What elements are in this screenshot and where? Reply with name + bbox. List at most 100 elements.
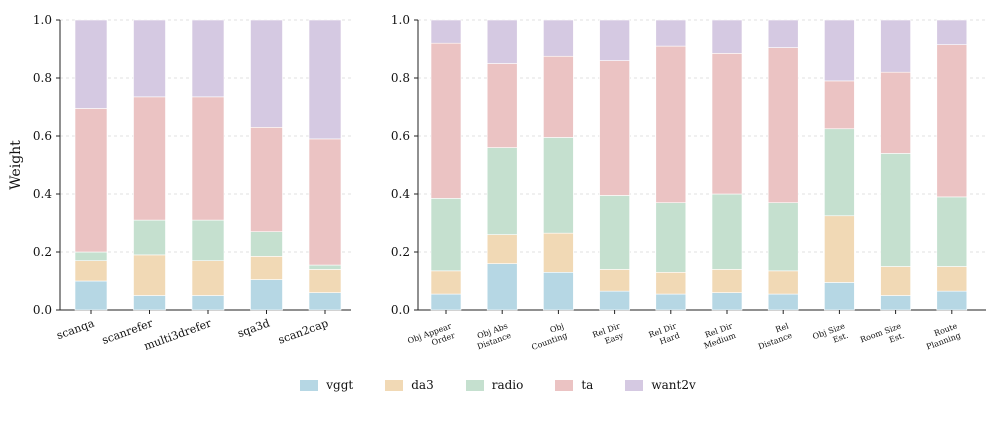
bar-segment-vggt: [486, 263, 518, 311]
legend-label-da3: da3: [411, 378, 434, 392]
bar-segment-da3: [308, 269, 342, 293]
bar-segment-radio: [936, 196, 968, 267]
bar-segment-da3: [250, 256, 283, 280]
bar-segment-vggt: [133, 295, 166, 311]
y-tick-label: 0.6: [391, 129, 410, 143]
bar-segment-da3: [936, 266, 968, 292]
x-tick-label-line: Rel: [774, 321, 790, 334]
x-tick-label: Obj SizeEst.: [811, 321, 849, 350]
x-tick-label: Rel DirEasy: [591, 321, 625, 349]
y-tick-label: 0.6: [33, 129, 52, 143]
bar-segment-radio: [880, 153, 911, 267]
x-tick-label: Room SizeEst.: [859, 321, 906, 354]
bar-segment-ta: [767, 47, 799, 203]
legend-swatch-da3: [385, 379, 404, 391]
y-tick-label: 0.0: [33, 303, 52, 317]
bar-segment-vggt: [250, 279, 283, 311]
bar-segment-da3: [133, 254, 166, 296]
legend-swatch-vggt: [300, 379, 319, 391]
bar-segment-ta: [74, 108, 108, 253]
bar-segment-ta: [824, 80, 855, 130]
legend-item-da3: da3: [385, 378, 434, 392]
bar-segment-radio: [133, 219, 166, 256]
x-tick-label: sqa3d: [236, 317, 272, 341]
bar-segment-want2v: [543, 19, 574, 57]
bar-segment-radio: [430, 198, 462, 272]
y-tick-label: 0.2: [391, 245, 410, 259]
y-tick-label: 0.8: [391, 71, 410, 85]
legend-label-vggt: vggt: [326, 378, 354, 392]
x-tick-label: scan2cap: [277, 317, 331, 347]
bar-segment-radio: [250, 231, 283, 257]
bar-segment-want2v: [133, 19, 166, 98]
bar-segment-ta: [486, 63, 518, 148]
bar-segment-da3: [486, 234, 518, 264]
x-tick-label: Rel DirHard: [647, 321, 681, 349]
bar-segment-radio: [486, 147, 518, 235]
bar-segment-want2v: [880, 19, 911, 73]
bar-segment-want2v: [430, 19, 462, 44]
bar-segment-want2v: [250, 19, 283, 128]
x-tick-label-line: Distance: [757, 331, 794, 352]
bar-segment-want2v: [655, 19, 687, 47]
bar-segment-radio: [599, 195, 630, 270]
x-tick-label-line: scanqa: [55, 316, 97, 342]
bar-segment-vggt: [191, 295, 225, 311]
x-tick-label-line: multi3drefer: [142, 316, 214, 353]
bar-segment-da3: [543, 232, 574, 273]
bar-segment-want2v: [711, 19, 743, 54]
bar-segment-ta: [308, 138, 342, 266]
bar-segment-ta: [599, 60, 630, 196]
bar-segment-want2v: [767, 19, 799, 48]
bar-segment-radio: [824, 128, 855, 217]
bar-segment-ta: [711, 53, 743, 195]
bar-segment-radio: [191, 219, 225, 262]
bar-segment-ta: [133, 96, 166, 221]
legend-item-vggt: vggt: [300, 378, 353, 392]
bar-segment-want2v: [824, 19, 855, 82]
bar-segment-vggt: [74, 280, 108, 311]
legend-label-radio: radio: [491, 378, 524, 392]
x-tick-label: RelDistance: [754, 321, 794, 351]
bar-segment-ta: [880, 71, 911, 154]
bar-segment-da3: [430, 270, 462, 295]
bar-segment-want2v: [74, 19, 108, 109]
bar-segment-ta: [543, 55, 574, 138]
bar-segment-ta: [430, 42, 462, 199]
bar-segment-da3: [880, 266, 911, 296]
x-tick-label: ObjCounting: [527, 321, 569, 352]
legend-swatch-ta: [555, 379, 574, 391]
legend-swatch-want2v: [625, 379, 644, 391]
bar-segment-vggt: [767, 293, 799, 311]
x-tick-label: scanqa: [55, 316, 97, 342]
bar-segment-vggt: [430, 293, 462, 311]
bar-segment-radio: [74, 251, 108, 261]
x-tick-label-line: scan2cap: [277, 317, 331, 347]
legend-item-ta: ta: [555, 378, 593, 392]
bar-segment-ta: [191, 96, 225, 221]
bar-segment-radio: [308, 264, 342, 270]
bar-segment-vggt: [936, 290, 968, 311]
y-tick-label: 0.8: [33, 71, 52, 85]
legend: vggt da3 radio ta want2v: [0, 378, 996, 392]
bar-segment-vggt: [308, 292, 342, 311]
bar-segment-da3: [711, 269, 743, 293]
legend-label-want2v: want2v: [651, 378, 696, 392]
y-tick-label: 0.4: [391, 187, 410, 201]
bar-segment-radio: [767, 202, 799, 272]
bar-segment-da3: [191, 260, 225, 296]
bar-segment-da3: [74, 260, 108, 282]
bar-segment-want2v: [191, 19, 225, 98]
bar-segment-ta: [655, 45, 687, 204]
y-tick-label: 0.0: [391, 303, 410, 317]
bar-segment-radio: [543, 137, 574, 234]
x-tick-label-line: sqa3d: [236, 317, 272, 341]
x-tick-label: Rel DirMedium: [699, 321, 737, 350]
y-tick-label: 0.4: [33, 187, 52, 201]
bar-segment-da3: [655, 271, 687, 295]
legend-swatch-radio: [465, 379, 484, 391]
y-tick-label: 1.0: [391, 13, 410, 27]
bar-segment-vggt: [824, 282, 855, 311]
legend-label-ta: ta: [581, 378, 594, 392]
x-tick-label: RoutePlanning: [922, 321, 962, 351]
